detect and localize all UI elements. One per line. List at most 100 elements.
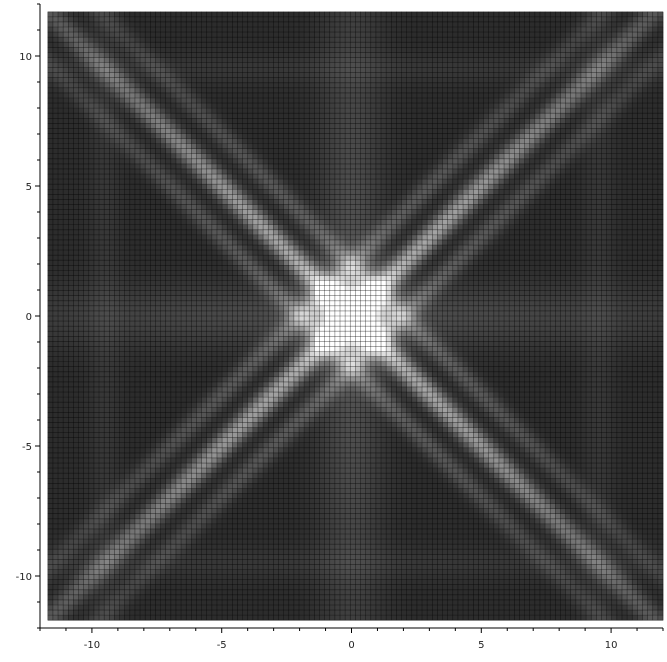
heatmap-cell: [160, 133, 167, 139]
heatmap-cell: [68, 523, 74, 530]
heatmap-cell: [58, 300, 64, 307]
heatmap-cell: [160, 194, 167, 200]
heatmap-cell: [170, 447, 177, 454]
heatmap-cell: [52, 346, 59, 352]
heatmap-cell: [68, 275, 74, 281]
heatmap-cell: [155, 549, 161, 555]
heatmap-cell: [170, 534, 177, 540]
heatmap-cell: [47, 488, 54, 494]
heatmap-cell: [191, 392, 197, 398]
heatmap-cell: [47, 123, 54, 129]
heatmap-cell: [52, 42, 59, 48]
heatmap-cell: [222, 386, 228, 393]
heatmap-cell: [201, 179, 208, 185]
heatmap-cell: [134, 57, 141, 63]
heatmap-cell: [232, 544, 238, 550]
heatmap-cell: [109, 168, 115, 175]
heatmap-cell: [78, 77, 84, 84]
heatmap-cell: [78, 62, 84, 68]
heatmap-cell: [211, 158, 218, 165]
heatmap-cell: [170, 361, 177, 367]
heatmap-cell: [140, 402, 146, 408]
heatmap-cell: [160, 143, 167, 149]
heatmap-cell: [186, 549, 192, 555]
heatmap-cell: [211, 564, 218, 570]
heatmap-cell: [73, 422, 79, 428]
heatmap-cell: [237, 488, 243, 494]
heatmap-cell: [181, 113, 187, 119]
heatmap-cell: [232, 432, 238, 438]
heatmap-cell: [155, 97, 161, 104]
heatmap-cell: [114, 179, 120, 185]
heatmap-cell: [165, 214, 172, 220]
heatmap-cell: [78, 478, 84, 484]
heatmap-cell: [68, 371, 74, 378]
heatmap-cell: [170, 265, 177, 271]
heatmap-cell: [232, 589, 238, 596]
heatmap-cell: [109, 47, 115, 53]
heatmap-cell: [206, 82, 213, 89]
heatmap-cell: [160, 594, 167, 601]
heatmap-cell: [114, 239, 120, 246]
heatmap-cell: [99, 174, 105, 180]
heatmap-cell: [191, 189, 197, 195]
heatmap-cell: [104, 239, 110, 246]
heatmap-cell: [237, 564, 243, 570]
heatmap-cell: [145, 493, 151, 499]
heatmap-cell: [181, 189, 187, 195]
heatmap-cell: [257, 280, 264, 286]
heatmap-cell: [78, 209, 84, 215]
heatmap-cell: [222, 417, 228, 423]
heatmap-cell: [186, 376, 192, 383]
heatmap-cell: [237, 599, 243, 606]
heatmap-cell: [47, 615, 54, 621]
heatmap-cell: [150, 594, 156, 601]
heatmap-cell: [93, 260, 100, 266]
heatmap-cell: [201, 316, 208, 322]
heatmap-cell: [155, 72, 161, 79]
heatmap-cell: [140, 407, 146, 413]
heatmap-cell: [140, 518, 146, 525]
heatmap-cell: [206, 584, 213, 591]
heatmap-cell: [124, 402, 131, 408]
heatmap-cell: [114, 97, 120, 104]
heatmap-cell: [181, 386, 187, 393]
heatmap-cell: [206, 544, 213, 550]
heatmap-cell: [237, 447, 243, 454]
heatmap-cell: [186, 574, 192, 580]
heatmap-cell: [68, 199, 74, 205]
heatmap-cell: [52, 265, 59, 271]
heatmap-cell: [191, 113, 197, 119]
heatmap-cell: [252, 72, 259, 79]
heatmap-cell: [242, 604, 249, 611]
heatmap-cell: [150, 381, 156, 388]
heatmap-cell: [78, 285, 84, 291]
heatmap-cell: [247, 184, 254, 190]
heatmap-cell: [232, 493, 238, 499]
heatmap-cell: [140, 478, 146, 484]
heatmap-cell: [63, 285, 69, 291]
heatmap-cell: [216, 87, 223, 94]
heatmap-cell: [206, 214, 213, 220]
heatmap-cell: [140, 148, 146, 155]
heatmap-cell: [211, 300, 218, 307]
heatmap-cell: [170, 103, 177, 109]
heatmap-cell: [155, 437, 161, 444]
heatmap-cell: [83, 128, 90, 134]
heatmap-cell: [181, 184, 187, 190]
heatmap-cell: [104, 52, 110, 58]
heatmap-cell: [201, 386, 208, 393]
heatmap-cell: [227, 371, 233, 378]
heatmap-cell: [227, 108, 233, 114]
heatmap-cell: [191, 346, 197, 352]
heatmap-cell: [170, 42, 177, 48]
heatmap-cell: [145, 579, 151, 586]
heatmap-cell: [242, 427, 249, 433]
heatmap-cell: [114, 108, 120, 114]
heatmap-cell: [109, 285, 115, 291]
heatmap-cell: [99, 143, 105, 149]
heatmap-cell: [88, 417, 95, 423]
heatmap-cell: [52, 67, 59, 73]
heatmap-cell: [58, 250, 64, 256]
heatmap-cell: [52, 498, 59, 504]
